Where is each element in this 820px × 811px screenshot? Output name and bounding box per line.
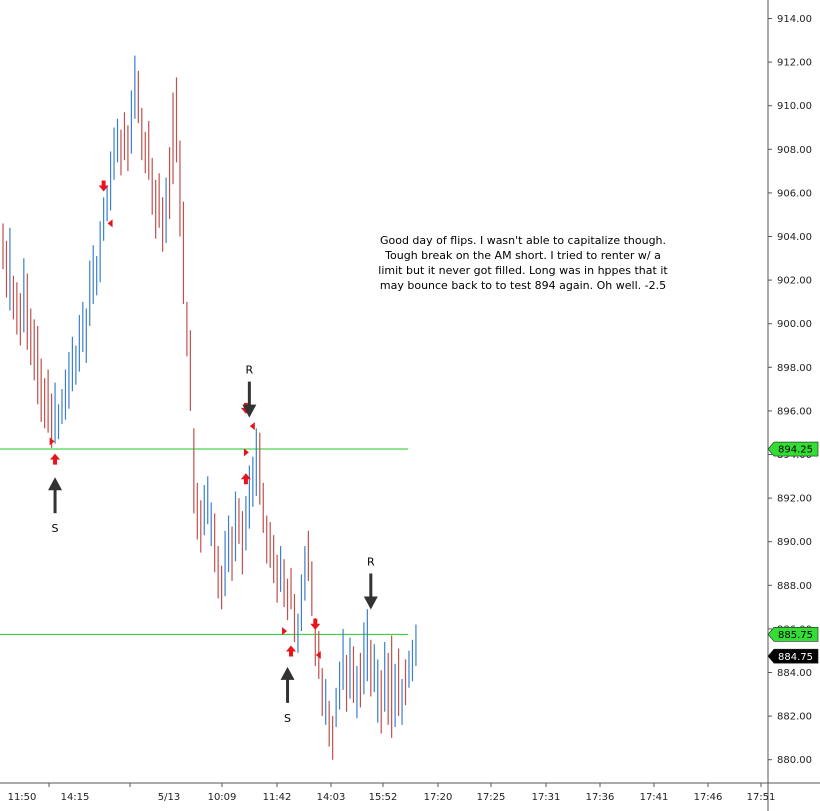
entry-right-triangle-icon xyxy=(49,437,55,446)
buy-arrow-icon xyxy=(240,473,251,485)
support-arrow-icon xyxy=(280,666,295,680)
x-tick-label: 17:25 xyxy=(477,792,506,803)
x-tick-label: 17:20 xyxy=(424,792,453,803)
x-tick-label: 17:46 xyxy=(694,792,723,803)
support-arrow-icon xyxy=(48,477,63,491)
y-tick-label: 900.00 xyxy=(777,319,812,330)
sell-arrow-icon xyxy=(310,618,321,630)
last-price-badge-text: 884.75 xyxy=(778,652,813,663)
y-tick-label: 892.00 xyxy=(777,494,812,505)
exit-left-triangle-icon xyxy=(315,651,321,660)
x-tick-label: 11:42 xyxy=(263,792,292,803)
resistance-arrow-icon xyxy=(242,404,257,418)
x-tick-label: 14:15 xyxy=(61,792,90,803)
price-badges: 894.25 885.75 884.75 xyxy=(767,441,819,664)
y-tick-label: 898.00 xyxy=(777,363,812,374)
y-tick-label: 904.00 xyxy=(777,232,812,243)
entry-right-triangle-icon xyxy=(243,448,249,457)
x-tick-label: 15:52 xyxy=(369,792,398,803)
level-badge: 894.25 xyxy=(767,441,819,457)
last-price-badge: 884.75 xyxy=(767,648,819,664)
y-tick-label: 902.00 xyxy=(777,276,812,287)
y-tick-label: 896.00 xyxy=(777,406,812,417)
trade-annotations: S R S R xyxy=(48,364,378,725)
last-price-badge-shape xyxy=(767,648,819,664)
trade-note: Good day of flips. I wasn't able to capi… xyxy=(378,234,668,292)
x-tick-label: 17:51 xyxy=(747,792,776,803)
x-tick-label: 17:36 xyxy=(586,792,615,803)
support-label: S xyxy=(284,712,291,725)
x-tick-label: 5/13 xyxy=(158,792,180,803)
y-tick-label: 906.00 xyxy=(777,188,812,199)
y-tick-label: 910.00 xyxy=(777,101,812,112)
resistance-label: R xyxy=(246,364,254,377)
y-tick-label: 888.00 xyxy=(777,581,812,592)
y-tick-label: 882.00 xyxy=(777,712,812,723)
resistance-arrow-icon xyxy=(363,596,378,610)
entry-right-triangle-icon xyxy=(282,627,288,636)
buy-arrow-icon xyxy=(286,645,297,657)
y-tick-label: 880.00 xyxy=(777,755,812,766)
support-label: S xyxy=(52,522,59,535)
y-tick-label: 914.00 xyxy=(777,14,812,25)
x-tick-label: 17:31 xyxy=(532,792,561,803)
level-badge-shape xyxy=(767,627,819,642)
level-badge: 885.75 xyxy=(767,627,819,642)
y-tick-label: 884.00 xyxy=(777,668,812,679)
exit-left-triangle-icon xyxy=(107,219,113,228)
y-tick-label: 908.00 xyxy=(777,145,812,156)
y-tick-label: 890.00 xyxy=(777,537,812,548)
sell-arrow-icon xyxy=(98,180,109,192)
level-badge-text: 894.25 xyxy=(778,445,813,456)
resistance-label: R xyxy=(367,555,375,568)
buy-arrow-icon xyxy=(50,453,61,465)
x-tick-label: 10:09 xyxy=(208,792,237,803)
level-badge-text: 885.75 xyxy=(778,630,813,641)
exit-left-triangle-icon xyxy=(249,422,255,431)
x-tick-label: 11:50 xyxy=(8,792,37,803)
horizontal-lines xyxy=(0,448,408,635)
ohlc-bars xyxy=(2,55,417,760)
y-tick-label: 912.00 xyxy=(777,58,812,69)
x-tick-label: 14:03 xyxy=(317,792,346,803)
level-badge-shape xyxy=(767,441,819,457)
x-tick-label: 17:41 xyxy=(640,792,669,803)
